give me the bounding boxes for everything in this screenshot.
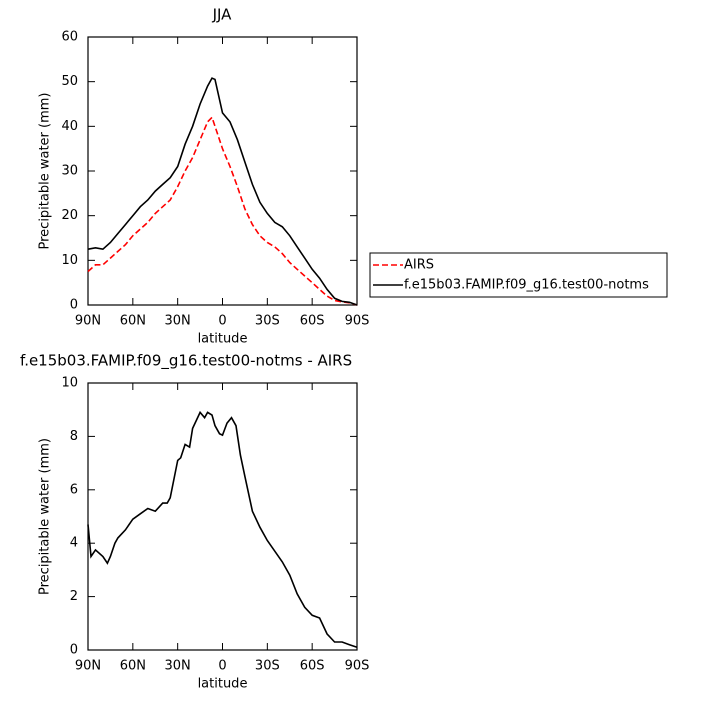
series-line (87, 77, 358, 306)
legend-label: f.e15b03.FAMIP.f09_g16.test00-notms (404, 278, 649, 293)
legend-box (369, 252, 668, 298)
y-tick-label: 4 (70, 536, 78, 551)
x-tick-label: 30N (165, 314, 191, 329)
legend-label: AIRS (404, 258, 434, 273)
x-axis-label: latitude (198, 332, 248, 347)
y-tick-label: 20 (61, 208, 78, 223)
x-tick-label: 0 (218, 314, 226, 329)
chart-title: f.e15b03.FAMIP.f09_g16.test00-notms - AI… (20, 352, 352, 371)
x-tick-label: 90S (345, 314, 370, 329)
y-tick-label: 50 (61, 74, 78, 89)
x-tick-label: 60N (120, 314, 146, 329)
x-tick-label: 30N (165, 659, 191, 674)
y-tick-label: 0 (70, 643, 78, 658)
y-tick-label: 2 (70, 589, 78, 604)
y-tick-label: 10 (61, 376, 78, 391)
series-line (87, 115, 358, 306)
x-tick-label: 60S (300, 659, 325, 674)
y-axis-label: Precipitable water (mm) (38, 93, 53, 250)
y-tick-label: 10 (61, 253, 78, 268)
x-tick-label: 30S (255, 659, 280, 674)
chart-title: JJA (212, 6, 233, 24)
x-tick-label: 90N (75, 659, 101, 674)
y-tick-label: 0 (70, 298, 78, 313)
y-tick-label: 6 (70, 482, 78, 497)
y-tick-label: 40 (61, 119, 78, 134)
x-tick-label: 30S (255, 314, 280, 329)
y-tick-label: 30 (61, 164, 78, 179)
series-line (87, 410, 358, 649)
plot-frame (87, 36, 358, 306)
x-tick-label: 90N (75, 314, 101, 329)
x-tick-label: 60S (300, 314, 325, 329)
plot-frame (87, 382, 358, 651)
y-tick-label: 60 (61, 30, 78, 45)
x-tick-label: 60N (120, 659, 146, 674)
y-tick-label: 8 (70, 429, 78, 444)
x-tick-label: 0 (218, 659, 226, 674)
y-axis-label: Precipitable water (mm) (38, 438, 53, 595)
x-axis-label: latitude (198, 677, 248, 692)
x-tick-label: 90S (345, 659, 370, 674)
